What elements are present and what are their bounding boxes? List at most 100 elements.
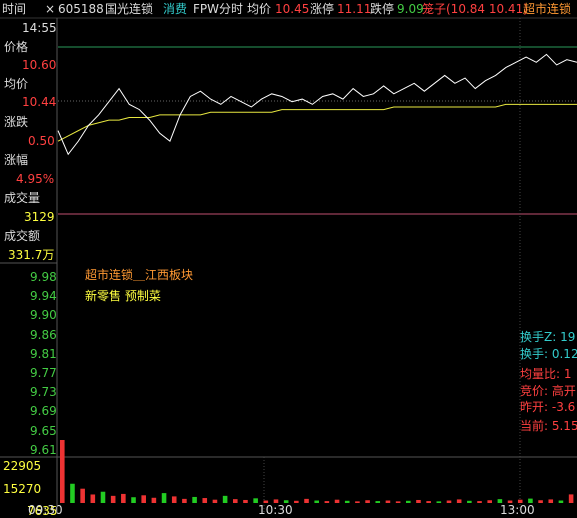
volume-axis-label: 15270 — [3, 482, 42, 496]
volume-bar — [426, 501, 431, 503]
price-axis-label: 9.94 — [30, 289, 57, 304]
price-line — [57, 53, 577, 156]
volume-bar — [375, 501, 381, 503]
volume-bar — [467, 500, 472, 503]
volume-bar — [263, 500, 269, 503]
volume-bar — [243, 499, 248, 503]
stat: 当前: 5.15 — [520, 419, 577, 433]
volume-bar — [507, 500, 513, 503]
header-text: 跌停 — [370, 2, 395, 16]
stat: 竞价: 高开 — [520, 384, 576, 398]
info-text: 4.95% — [16, 172, 55, 186]
stat: 换手Z: 19 — [520, 330, 576, 344]
stat: 昨开: -3.6 — [520, 400, 576, 414]
avg-line — [57, 103, 577, 142]
info-text: 10.44 — [22, 95, 57, 109]
tag: 新零售 预制菜 — [85, 289, 161, 303]
volume-bar — [406, 500, 411, 503]
volume-bar — [141, 495, 146, 503]
info-text: 价格 — [4, 40, 29, 54]
volume-bar — [121, 493, 126, 503]
volume-bar — [568, 494, 574, 503]
volume-bar — [446, 500, 452, 503]
volume-bar — [151, 497, 157, 503]
volume-bar — [416, 499, 421, 503]
volume-bar — [334, 499, 340, 503]
stat: 均量比: 1 — [520, 367, 572, 381]
volume-bar — [456, 499, 462, 503]
header-text: 9.09 — [397, 2, 424, 16]
volume-bar — [365, 500, 370, 503]
header-text: 笼子(10.84 10.41) — [422, 2, 528, 16]
volume-bar — [202, 498, 208, 503]
volume-bar — [528, 498, 533, 503]
volume-bar — [182, 498, 187, 503]
volume-bar — [436, 501, 442, 503]
info-text: 成交量 — [4, 191, 41, 205]
volume-bar — [90, 494, 96, 503]
tag: 超市连锁＿江西板块 — [85, 268, 194, 282]
volume-bar — [548, 499, 554, 503]
header-text: 国光连锁 — [105, 2, 154, 16]
volume-bar — [192, 496, 197, 503]
volume-bar — [477, 501, 482, 503]
header-text: × — [45, 2, 56, 16]
header-text: 均价 — [247, 2, 272, 16]
volume-bar — [294, 500, 299, 503]
volume-bar — [344, 500, 350, 503]
volume-bar — [538, 500, 543, 503]
volume-bar — [161, 493, 167, 503]
volume-bar — [385, 500, 391, 503]
info-text: 14:55 — [22, 21, 57, 35]
volume-bar — [100, 491, 106, 503]
header-text: 消费 — [163, 2, 188, 16]
stat: 换手: 0.12 — [520, 347, 577, 361]
info-text: 331.7万 — [8, 248, 55, 262]
volume-bar — [497, 499, 503, 503]
volume-bar — [212, 499, 218, 503]
volume-bar — [283, 500, 289, 503]
volume-bar — [558, 500, 564, 503]
volume-bar — [273, 499, 279, 503]
volume-bar — [324, 501, 330, 503]
price-axis-label: 9.90 — [30, 308, 57, 323]
price-axis-label: 9.98 — [30, 270, 57, 284]
volume-bar — [355, 501, 360, 503]
volume-bar — [131, 497, 136, 503]
volume-bar — [80, 488, 85, 503]
header-text: 涨停 — [310, 2, 335, 16]
volume-bar — [304, 498, 309, 503]
price-axis-label: 9.69 — [30, 404, 57, 419]
volume-bar — [171, 496, 177, 503]
header-text: 605188 — [58, 2, 104, 16]
volume-bar — [314, 500, 319, 503]
price-axis-label: 9.61 — [30, 442, 57, 457]
volume-bar — [222, 495, 228, 503]
price-axis-label: 9.86 — [30, 327, 57, 342]
price-axis-label: 9.77 — [30, 366, 57, 380]
volume-bar — [395, 501, 401, 503]
info-text: 0.50 — [28, 134, 55, 148]
volume-axis-label: 22905 — [3, 459, 42, 473]
volume-bar — [60, 440, 65, 503]
volume-bar — [110, 495, 116, 503]
volume-bar — [517, 499, 523, 503]
info-text: 涨跌 — [4, 115, 29, 129]
info-text: 均价 — [4, 77, 29, 91]
header-text: FPW分时 — [193, 2, 244, 16]
volume-bar — [487, 500, 492, 503]
header-text: 11.11 — [337, 2, 372, 16]
volume-bar — [70, 483, 75, 503]
info-text: 涨幅 — [4, 153, 29, 167]
info-text: 3129 — [24, 210, 55, 224]
info-text: 10.60 — [22, 58, 57, 72]
header-text: 10.45 — [275, 2, 310, 16]
volume-bar — [233, 499, 238, 503]
header-text: 时间 — [2, 2, 27, 16]
price-axis-label: 9.81 — [30, 346, 57, 361]
price-axis-label: 9.73 — [30, 385, 57, 400]
volume-bar — [253, 498, 258, 503]
price-axis-label: 9.65 — [30, 423, 57, 438]
